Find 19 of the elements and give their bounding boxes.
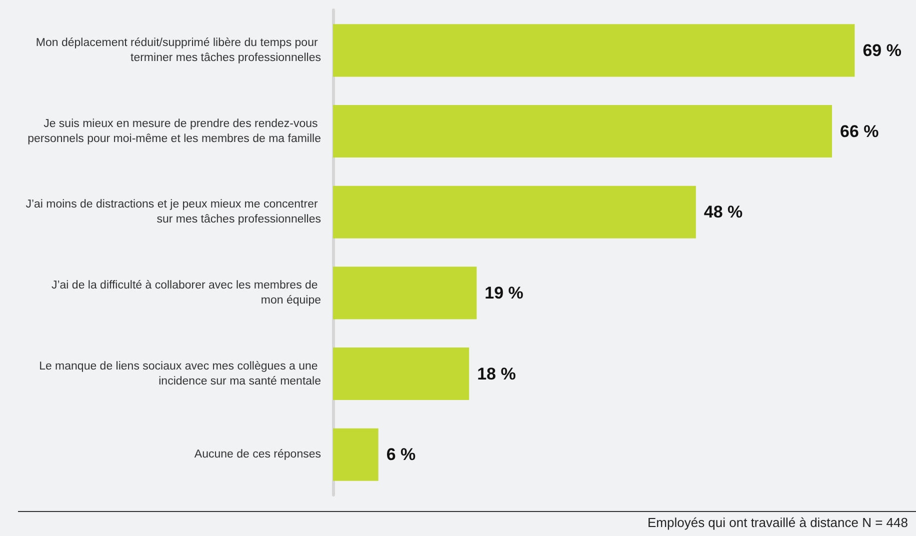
y-tick-label: Le manque de liens sociaux avec mes collègues a une incidence sur ma santé mentale bbox=[39, 360, 321, 388]
data-label: 69 % bbox=[862, 40, 902, 60]
bar bbox=[333, 24, 855, 77]
bar bbox=[333, 266, 477, 320]
y-tick-label: Je suis mieux en mesure de prendre des rendez-vous personnels pour moi-même et les membres de ma famille bbox=[28, 118, 321, 145]
y-tick-label: J’ai moins de distractions et je peux mieux me concentrer sur mes tâches professionnelles bbox=[26, 198, 322, 226]
data-label: 6 % bbox=[386, 445, 416, 464]
bar bbox=[333, 104, 832, 158]
data-label: 66 % bbox=[840, 122, 879, 141]
y-tick-label: Aucune de ces réponses bbox=[194, 448, 322, 461]
bar bbox=[333, 347, 470, 400]
bar bbox=[333, 428, 378, 481]
data-label: 18 % bbox=[477, 364, 516, 384]
data-label: 19 % bbox=[484, 283, 524, 302]
data-label: 48 % bbox=[704, 202, 743, 222]
y-tick-label: Mon déplacement réduit/supprimé libère du temps pour terminer mes tâches professionnelles bbox=[36, 36, 322, 64]
y-tick-label: J’ai de la difficulté à collaborer avec les membres de mon équipe bbox=[51, 279, 321, 306]
text: Employés qui ont travaillé à distance N = 448 bbox=[647, 515, 908, 530]
bar bbox=[333, 186, 696, 238]
